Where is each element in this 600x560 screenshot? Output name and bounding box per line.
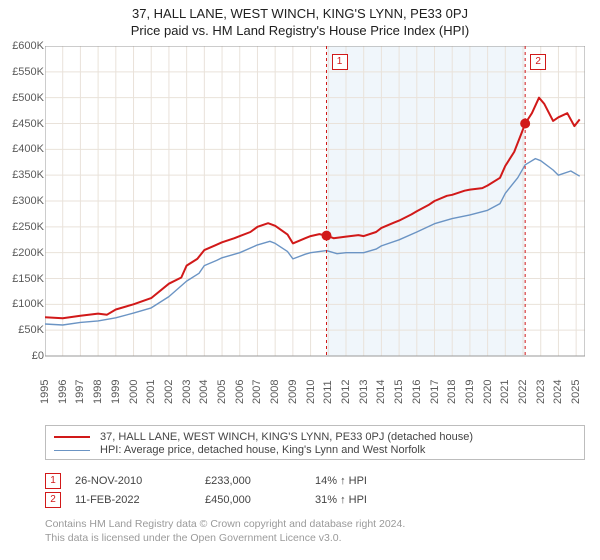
chart-event-badge: 1 <box>332 54 348 70</box>
x-tick-label: 2010 <box>305 380 317 404</box>
x-tick-label: 2019 <box>464 380 476 404</box>
x-tick-label: 2024 <box>552 380 564 404</box>
legend-label: 37, HALL LANE, WEST WINCH, KING'S LYNN, … <box>100 431 473 443</box>
x-tick-label: 1999 <box>110 380 122 404</box>
legend-swatch <box>54 450 90 451</box>
event-delta: 14% ↑ HPI <box>315 475 435 487</box>
event-delta: 31% ↑ HPI <box>315 494 435 506</box>
chart-container: { "title": { "line1": "37, HALL LANE, WE… <box>0 0 600 560</box>
y-tick-label: £500K <box>4 92 44 104</box>
y-tick-label: £200K <box>4 247 44 259</box>
legend-label: HPI: Average price, detached house, King… <box>100 444 425 456</box>
y-tick-label: £0 <box>4 350 44 362</box>
x-tick-label: 2005 <box>216 380 228 404</box>
event-price: £450,000 <box>205 494 315 506</box>
y-tick-label: £100K <box>4 298 44 310</box>
x-tick-label: 2015 <box>393 380 405 404</box>
title-block: 37, HALL LANE, WEST WINCH, KING'S LYNN, … <box>0 0 600 38</box>
x-tick-label: 2016 <box>411 380 423 404</box>
x-tick-label: 2001 <box>145 380 157 404</box>
title-address: 37, HALL LANE, WEST WINCH, KING'S LYNN, … <box>0 6 600 21</box>
x-tick-label: 2022 <box>517 380 529 404</box>
event-row: 1 26-NOV-2010 £233,000 14% ↑ HPI <box>45 473 585 489</box>
x-tick-label: 2003 <box>181 380 193 404</box>
y-tick-label: £600K <box>4 40 44 52</box>
y-tick-label: £50K <box>4 324 44 336</box>
x-tick-label: 2012 <box>340 380 352 404</box>
x-tick-label: 2000 <box>128 380 140 404</box>
y-tick-label: £550K <box>4 66 44 78</box>
x-tick-label: 2008 <box>269 380 281 404</box>
y-tick-label: £400K <box>4 143 44 155</box>
footer-line1: Contains HM Land Registry data © Crown c… <box>45 518 585 532</box>
event-date: 11-FEB-2022 <box>75 494 205 506</box>
x-tick-label: 2021 <box>499 380 511 404</box>
x-tick-label: 2009 <box>287 380 299 404</box>
y-tick-label: £350K <box>4 169 44 181</box>
event-badge: 1 <box>45 473 61 489</box>
event-price: £233,000 <box>205 475 315 487</box>
y-tick-label: £150K <box>4 273 44 285</box>
x-tick-label: 1995 <box>39 380 51 404</box>
chart-area <box>45 46 585 386</box>
line-chart <box>45 46 585 386</box>
footer-line2: This data is licensed under the Open Gov… <box>45 532 585 546</box>
x-tick-label: 2017 <box>429 380 441 404</box>
title-subtitle: Price paid vs. HM Land Registry's House … <box>0 23 600 38</box>
legend-swatch <box>54 436 90 438</box>
x-tick-label: 2006 <box>234 380 246 404</box>
legend-row: 37, HALL LANE, WEST WINCH, KING'S LYNN, … <box>54 431 576 443</box>
events-table: 1 26-NOV-2010 £233,000 14% ↑ HPI 2 11-FE… <box>45 470 585 511</box>
legend: 37, HALL LANE, WEST WINCH, KING'S LYNN, … <box>45 425 585 460</box>
y-tick-label: £300K <box>4 195 44 207</box>
y-tick-label: £250K <box>4 221 44 233</box>
x-tick-label: 2025 <box>570 380 582 404</box>
x-tick-label: 1998 <box>92 380 104 404</box>
x-tick-label: 2013 <box>358 380 370 404</box>
x-tick-label: 2020 <box>482 380 494 404</box>
x-tick-label: 1997 <box>74 380 86 404</box>
footer: Contains HM Land Registry data © Crown c… <box>45 518 585 545</box>
x-tick-label: 1996 <box>57 380 69 404</box>
x-tick-label: 2002 <box>163 380 175 404</box>
x-tick-label: 2011 <box>322 380 334 404</box>
event-row: 2 11-FEB-2022 £450,000 31% ↑ HPI <box>45 492 585 508</box>
x-tick-label: 2023 <box>535 380 547 404</box>
chart-event-badge: 2 <box>530 54 546 70</box>
legend-row: HPI: Average price, detached house, King… <box>54 444 576 456</box>
event-date: 26-NOV-2010 <box>75 475 205 487</box>
x-tick-label: 2007 <box>251 380 263 404</box>
y-tick-label: £450K <box>4 118 44 130</box>
x-tick-label: 2014 <box>375 380 387 404</box>
x-tick-label: 2004 <box>198 380 210 404</box>
x-tick-label: 2018 <box>446 380 458 404</box>
event-badge: 2 <box>45 492 61 508</box>
